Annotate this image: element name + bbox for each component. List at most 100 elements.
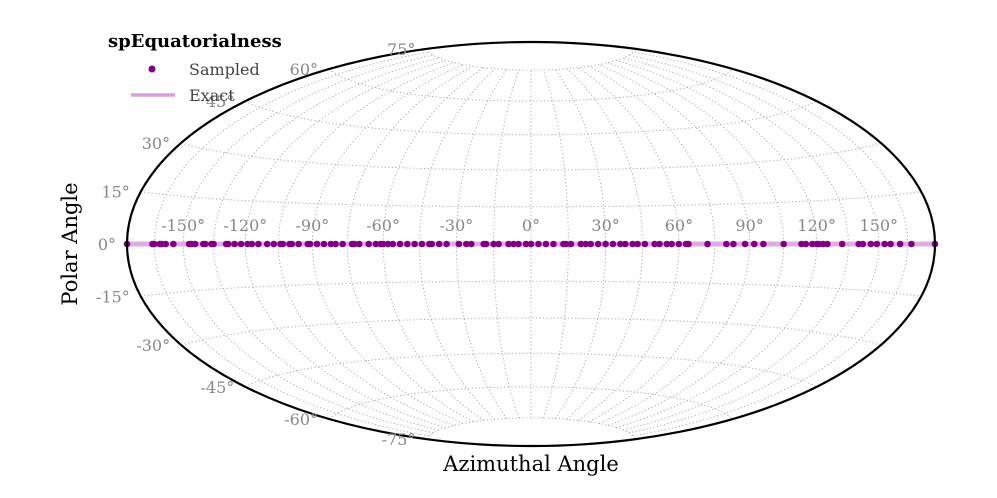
sampled-point [404, 240, 411, 248]
sampled-point [389, 240, 397, 248]
sampled-point [443, 240, 450, 248]
sampled-point [482, 240, 490, 248]
y-tick-labels: 75° 60° 45° 30° 15° 0° -15° -30° -45° -60° -75° [96, 40, 415, 449]
sampled-point [505, 240, 512, 248]
sampled-point [320, 240, 328, 248]
sampled-point [668, 240, 675, 248]
sampled-point [490, 240, 497, 248]
sampled-point [455, 240, 463, 248]
sampled-point [629, 240, 636, 248]
x-tick-label: -30° [440, 216, 474, 235]
sampled-point [313, 240, 321, 248]
sampled-point [510, 240, 517, 248]
sampled-point [741, 240, 749, 248]
series-sampled [123, 240, 939, 248]
sampled-point [824, 240, 831, 248]
sampled-point [495, 240, 502, 248]
sampled-point [562, 240, 570, 248]
sampled-point [609, 240, 617, 248]
sampled-point [867, 240, 875, 248]
legend-marker-sampled [148, 65, 156, 73]
sampled-point [802, 240, 810, 248]
x-axis-label: Azimuthal Angle [442, 452, 619, 476]
meridian-gridline [419, 68, 496, 420]
legend-title: spEquatorialness [108, 31, 282, 52]
plot-boundary [125, 40, 937, 448]
x-tick-label: 150° [860, 216, 899, 235]
y-tick-label: 45° [206, 92, 234, 111]
sampled-point [730, 240, 737, 248]
y-tick-label: 15° [101, 183, 129, 202]
y-tick-label: -60° [284, 410, 318, 429]
y-tick-label: 75° [387, 40, 415, 59]
sampled-point [887, 240, 894, 248]
sampled-point [463, 240, 470, 248]
sampled-point [760, 240, 767, 248]
sampled-point [896, 240, 904, 248]
sampled-point [750, 240, 758, 248]
sampled-point [428, 240, 436, 248]
meridian-gridline [598, 64, 751, 424]
sampled-point [881, 240, 889, 248]
parallel-gridline [328, 68, 734, 102]
sampled-point [594, 240, 602, 248]
sampled-point [859, 240, 867, 248]
sampled-point [651, 240, 658, 248]
sampled-point [567, 240, 575, 248]
meridian-gridline [566, 68, 643, 420]
sampled-point [418, 240, 426, 248]
sampled-point [634, 240, 641, 248]
sampled-point [602, 240, 609, 248]
x-tick-labels: -150° -120° -90° -60° -30° 0° 30° 60° 90° 120° 150… [161, 216, 898, 235]
sampled-point [288, 240, 296, 248]
sampled-point [202, 240, 209, 248]
sampled-point [522, 240, 530, 248]
sampled-point [270, 240, 278, 248]
legend-label-exact: Exact [189, 86, 235, 105]
sampled-point [577, 240, 585, 248]
x-tick-label: 60° [665, 216, 693, 235]
sampled-point [339, 240, 346, 248]
sampled-point [467, 240, 475, 248]
sampled-point [372, 240, 380, 248]
x-tick-label: 120° [797, 216, 836, 235]
sampled-point [327, 240, 335, 248]
sampled-point [379, 240, 387, 248]
sampled-point [295, 240, 302, 248]
sampled-point [263, 240, 271, 248]
sampled-point [255, 240, 262, 248]
y-tick-label: -15° [96, 287, 130, 306]
sampled-point [365, 240, 373, 248]
sampled-point [535, 240, 542, 248]
sampled-point [515, 240, 522, 248]
sampled-point [237, 240, 245, 248]
sampled-point [411, 240, 418, 248]
y-tick-label: 60° [290, 60, 318, 79]
sampled-point [191, 240, 199, 248]
parallel-gridline [426, 48, 636, 71]
sampled-point [675, 240, 683, 248]
sampled-point [306, 240, 314, 248]
x-tick-label: -120° [223, 216, 267, 235]
sampled-point [279, 240, 287, 248]
y-tick-label: -75° [382, 430, 416, 449]
sampled-point [224, 240, 232, 248]
sampled-point [908, 240, 915, 248]
sampled-point [231, 240, 238, 248]
sampled-point [873, 240, 881, 248]
sampled-point [396, 240, 404, 248]
parallel-gridline [245, 100, 817, 136]
sampled-point [542, 240, 550, 248]
sampled-point [641, 240, 649, 248]
x-tick-label: 0° [522, 216, 540, 235]
y-tick-label: 30° [142, 134, 170, 153]
x-tick-label: -60° [366, 216, 400, 235]
x-tick-label: -150° [161, 216, 205, 235]
sampled-point [162, 240, 169, 248]
parallel-gridline [180, 317, 882, 346]
sampled-point [780, 240, 787, 248]
x-tick-label: 90° [735, 216, 763, 235]
parallel-gridline [180, 142, 882, 171]
sampled-point [723, 240, 730, 248]
